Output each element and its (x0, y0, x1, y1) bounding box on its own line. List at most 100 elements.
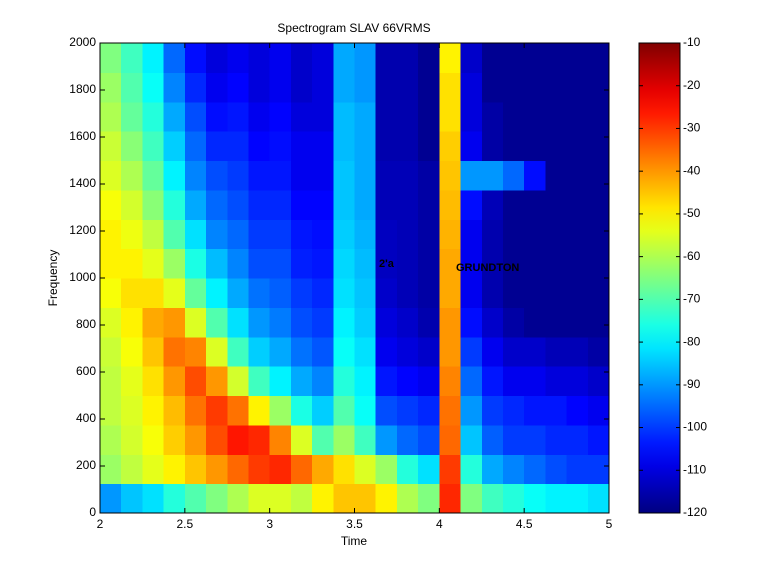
heatmap-cell (333, 395, 356, 426)
heatmap-cell (163, 72, 186, 103)
y-tick-label: 1800 (69, 82, 96, 96)
heatmap-cell (460, 336, 483, 367)
heatmap-cell (545, 131, 568, 162)
heatmap-cell (290, 43, 313, 73)
heatmap-cell (587, 43, 610, 73)
heatmap-cell (333, 454, 356, 485)
chart-title: Spectrogram SLAV 66VRMS (277, 21, 430, 35)
heatmap-cell (142, 72, 165, 103)
heatmap-cell (375, 483, 398, 514)
heatmap-cell (502, 101, 525, 132)
heatmap-cell (333, 278, 356, 308)
heatmap-cell (354, 43, 377, 73)
heatmap-cell (587, 424, 610, 455)
heatmap-cell (460, 307, 483, 338)
colorbar-tick-label: -80 (683, 334, 701, 348)
heatmap-cell (312, 189, 334, 220)
heatmap-cell (333, 160, 356, 191)
heatmap-cell (418, 160, 440, 191)
heatmap-cell (481, 160, 504, 191)
colorbar (638, 42, 681, 514)
heatmap-cell (227, 248, 250, 279)
heatmap-cell (418, 278, 440, 308)
heatmap-cell (502, 160, 525, 191)
heatmap-cell (227, 395, 250, 426)
heatmap-cell (333, 424, 356, 455)
heatmap-cell (375, 424, 398, 455)
heatmap-cell (439, 278, 462, 308)
heatmap-cell (375, 278, 398, 308)
heatmap-cell (396, 424, 419, 455)
heatmap-cell (312, 307, 334, 338)
heatmap-cell (100, 219, 122, 250)
heatmap-cell (206, 307, 228, 338)
heatmap-cell (163, 189, 186, 220)
heatmap-cell (100, 248, 122, 279)
heatmap-cell (354, 278, 377, 308)
heatmap-cell (248, 483, 271, 514)
colorbar-tick-label: -100 (683, 420, 707, 434)
heatmap-cell (396, 101, 419, 132)
x-tick-label: 5 (606, 517, 613, 531)
heatmap-cell (566, 43, 589, 73)
heatmap-cell (100, 43, 122, 73)
heatmap-cell (184, 219, 207, 250)
heatmap-cell (290, 336, 313, 367)
x-tick-label: 3 (266, 517, 273, 531)
heatmap-cell (439, 248, 462, 279)
heatmap-cell (269, 219, 292, 250)
heatmap-cell (524, 189, 546, 220)
heatmap-cell (418, 248, 440, 279)
heatmap-cell (269, 248, 292, 279)
heatmap-cell (502, 307, 525, 338)
heatmap-cell (396, 483, 419, 514)
heatmap-cell (587, 219, 610, 250)
heatmap-cell (269, 366, 292, 397)
heatmap-cell (206, 101, 228, 132)
heatmap-cell (524, 160, 546, 191)
heatmap-cell (206, 219, 228, 250)
heatmap-cell (312, 454, 334, 485)
heatmap-cell (121, 307, 144, 338)
heatmap-cell (566, 101, 589, 132)
colorbar-tick-label: -10 (683, 35, 701, 49)
heatmap-cell (566, 424, 589, 455)
heatmap-cell (418, 307, 440, 338)
heatmap-cell (227, 366, 250, 397)
heatmap-cell (163, 160, 186, 191)
heatmap-cell (396, 278, 419, 308)
heatmap-cell (312, 131, 334, 162)
heatmap-cell (481, 336, 504, 367)
heatmap-cell (566, 131, 589, 162)
heatmap-cell (184, 395, 207, 426)
heatmap-cell (481, 366, 504, 397)
heatmap-cell (121, 131, 144, 162)
heatmap-cell (100, 336, 122, 367)
heatmap-cell (418, 366, 440, 397)
heatmap-cell (248, 219, 271, 250)
heatmap-cell (248, 248, 271, 279)
heatmap-cell (333, 219, 356, 250)
heatmap-cell (545, 43, 568, 73)
heatmap-cell (184, 454, 207, 485)
heatmap-cell (354, 483, 377, 514)
heatmap-cell (354, 336, 377, 367)
heatmap-cell (460, 395, 483, 426)
heatmap-cell (163, 278, 186, 308)
heatmap-cell (206, 248, 228, 279)
heatmap-cell (100, 307, 122, 338)
heatmap-cell (121, 278, 144, 308)
colorbar-tick-label: -120 (683, 505, 707, 519)
heatmap-cell (290, 131, 313, 162)
heatmap-cell (142, 43, 165, 73)
heatmap-cell (100, 454, 122, 485)
y-tick-label: 800 (76, 317, 96, 331)
heatmap-cell (100, 395, 122, 426)
heatmap-cell (142, 101, 165, 132)
heatmap-cell (184, 307, 207, 338)
heatmap-cell (248, 189, 271, 220)
heatmap-cell (354, 101, 377, 132)
heatmap-cell (418, 395, 440, 426)
heatmap-cell (312, 219, 334, 250)
